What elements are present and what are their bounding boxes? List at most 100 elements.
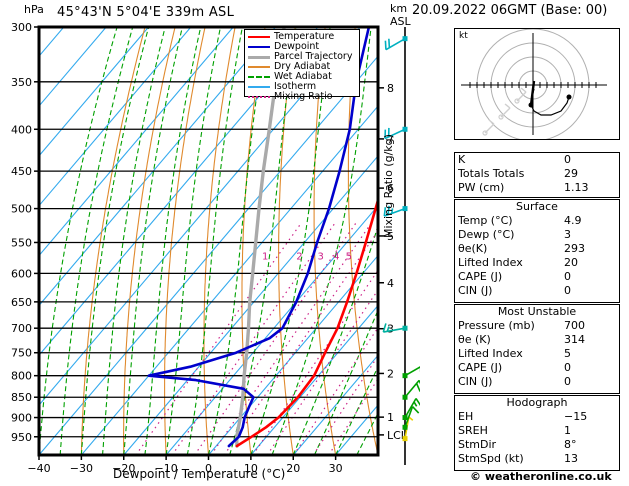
legend-label: Mixing Ratio bbox=[274, 91, 333, 102]
svg-text:300: 300 bbox=[11, 21, 32, 34]
svg-text:550: 550 bbox=[11, 236, 32, 249]
index-key: StmSpd (kt) bbox=[458, 452, 524, 465]
index-key: Temp (°C) bbox=[458, 214, 513, 227]
svg-text:3: 3 bbox=[318, 251, 324, 262]
indices-panel-surface: Surface Temp (°C) 4.9 Dewp (°C) 3 θe(K) … bbox=[454, 199, 620, 303]
index-row: θe(K) 293 bbox=[455, 242, 619, 256]
x-axis-title: Dewpoint / Temperature (°C) bbox=[113, 467, 286, 481]
svg-text:2: 2 bbox=[387, 367, 394, 380]
index-value: 0 bbox=[564, 361, 571, 374]
indices-panel-most-unstable: Most Unstable Pressure (mb) 700 θe (K) 3… bbox=[454, 304, 620, 394]
parcel-trajectory-curve bbox=[235, 27, 286, 448]
legend-swatch-temperature bbox=[248, 36, 270, 38]
index-row: θe (K) 314 bbox=[455, 333, 619, 347]
page-title: 45°43'N 5°04'E 339m ASL bbox=[57, 5, 235, 20]
index-row: SREH 1 bbox=[455, 424, 619, 438]
hodograph-trace bbox=[528, 80, 572, 116]
legend-swatch-mixing-ratio bbox=[248, 96, 270, 98]
index-value: 5 bbox=[564, 347, 571, 360]
svg-text:4: 4 bbox=[387, 277, 394, 290]
dewpoint-curve bbox=[147, 27, 371, 448]
index-row: Temp (°C) 4.9 bbox=[455, 214, 619, 228]
index-row: Lifted Index 20 bbox=[455, 256, 619, 270]
index-row: StmSpd (kt) 13 bbox=[455, 452, 619, 466]
index-key: K bbox=[458, 153, 466, 166]
height-unit-label-km: km bbox=[390, 2, 408, 15]
legend-item: Mixing Ratio bbox=[248, 92, 356, 102]
index-row: EH −15 bbox=[455, 410, 619, 424]
temperature-curve bbox=[235, 195, 378, 448]
index-value: 0 bbox=[564, 375, 571, 388]
svg-text:950: 950 bbox=[11, 431, 32, 444]
index-key: Lifted Index bbox=[458, 347, 523, 360]
svg-text:400: 400 bbox=[11, 123, 32, 136]
svg-text:600: 600 bbox=[11, 267, 32, 280]
legend-label: Wet Adiabat bbox=[274, 71, 332, 82]
index-value: 13 bbox=[564, 452, 578, 465]
index-key: CIN (J) bbox=[458, 284, 493, 297]
legend-item: Dry Adiabat bbox=[248, 62, 356, 72]
index-value: 29 bbox=[564, 167, 578, 180]
index-row: CAPE (J) 0 bbox=[455, 270, 619, 284]
surface-section-title: Surface bbox=[516, 200, 558, 213]
index-key: Pressure (mb) bbox=[458, 319, 535, 332]
index-row: K 0 bbox=[455, 153, 619, 167]
svg-text:350: 350 bbox=[11, 76, 32, 89]
legend-item: Dewpoint bbox=[248, 42, 356, 52]
pressure-axis-ticks: 300 350 400 450 500 550 600 650 700 750 800 850 900 9… bbox=[11, 21, 39, 444]
wind-barb-column bbox=[382, 27, 420, 465]
legend-label: Dewpoint bbox=[274, 41, 320, 52]
svg-text:2: 2 bbox=[296, 251, 302, 262]
svg-text:10: 10 bbox=[244, 462, 258, 475]
indices-panel-hodograph: Hodograph EH −15 SREH 1 StmDir 8° StmSpd… bbox=[454, 395, 620, 471]
datetime-label: 20.09.2022 06GMT (Base: 00) bbox=[412, 3, 608, 18]
svg-text:5: 5 bbox=[346, 251, 352, 262]
index-key: PW (cm) bbox=[458, 181, 505, 194]
index-key: Dewp (°C) bbox=[458, 228, 515, 241]
svg-text:1: 1 bbox=[387, 411, 394, 424]
hodograph-panel: kt bbox=[454, 28, 620, 140]
svg-text:8: 8 bbox=[387, 82, 394, 95]
indices-panel-general: K 0 Totals Totals 29 PW (cm) 1.13 bbox=[454, 152, 620, 198]
svg-text:850: 850 bbox=[11, 391, 32, 404]
most-unstable-section-title: Most Unstable bbox=[497, 305, 577, 318]
index-row: Totals Totals 29 bbox=[455, 167, 619, 181]
legend-item: Wet Adiabat bbox=[248, 72, 356, 82]
index-value: 4.9 bbox=[564, 214, 582, 227]
svg-text:7: 7 bbox=[387, 133, 394, 146]
index-key: EH bbox=[458, 410, 474, 423]
legend-swatch-isotherm bbox=[248, 86, 270, 88]
svg-text:20: 20 bbox=[286, 462, 300, 475]
legend-item: Isotherm bbox=[248, 82, 356, 92]
legend: Temperature Dewpoint Parcel Trajectory D… bbox=[244, 29, 360, 102]
legend-label: Isotherm bbox=[274, 81, 317, 92]
legend-swatch-dewpoint bbox=[248, 46, 270, 48]
svg-text:750: 750 bbox=[11, 347, 32, 360]
svg-text:30: 30 bbox=[329, 462, 343, 475]
mixing-ratio-axis-title: Mixing Ratio (g/kg) bbox=[382, 134, 395, 238]
index-value: 0 bbox=[564, 284, 571, 297]
index-value: 1 bbox=[564, 424, 571, 437]
svg-text:−10: −10 bbox=[155, 462, 178, 475]
legend-label: Parcel Trajectory bbox=[274, 51, 353, 62]
svg-text:−40: −40 bbox=[27, 462, 50, 475]
svg-text:6: 6 bbox=[387, 182, 394, 195]
index-row: Pressure (mb) 700 bbox=[455, 319, 619, 333]
index-value: 3 bbox=[564, 228, 571, 241]
svg-text:700: 700 bbox=[11, 322, 32, 335]
index-key: CIN (J) bbox=[458, 375, 493, 388]
svg-text:4: 4 bbox=[333, 251, 339, 262]
skewt-grid-group bbox=[39, 27, 378, 455]
svg-text:1: 1 bbox=[262, 251, 268, 262]
index-key: SREH bbox=[458, 424, 488, 437]
index-value: 293 bbox=[564, 242, 585, 255]
svg-text:900: 900 bbox=[11, 412, 32, 425]
temperature-axis-ticks: −40 −30 −20 −10 0 10 20 30 bbox=[27, 455, 343, 475]
svg-text:−20: −20 bbox=[112, 462, 135, 475]
index-value: 1.13 bbox=[564, 181, 589, 194]
legend-swatch-parcel bbox=[248, 55, 270, 59]
hodograph-section-title: Hodograph bbox=[506, 396, 568, 409]
svg-text:800: 800 bbox=[11, 370, 32, 383]
index-value: 20 bbox=[564, 256, 578, 269]
